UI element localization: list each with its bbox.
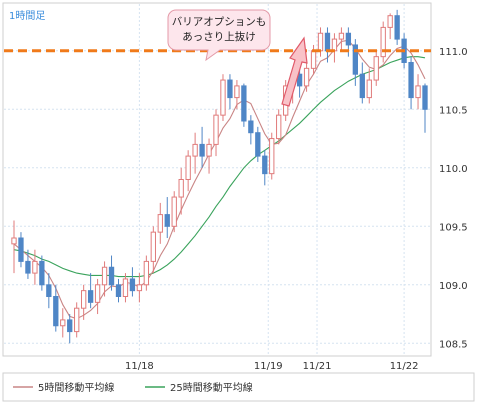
candle <box>262 150 268 186</box>
candle <box>255 126 261 162</box>
candle <box>380 21 386 63</box>
x-tick-label: 11/21 <box>303 361 332 372</box>
candle <box>143 255 150 291</box>
candle <box>115 278 122 303</box>
candle <box>32 249 38 285</box>
candle <box>394 9 400 45</box>
candle <box>213 109 219 157</box>
candle <box>101 261 108 297</box>
candle <box>136 273 143 303</box>
ma25-line <box>13 56 426 278</box>
candle <box>373 50 379 86</box>
y-tick-label: 108.5 <box>439 339 468 350</box>
candle <box>303 62 310 92</box>
candle <box>352 39 358 86</box>
y-tick-label: 109.5 <box>439 222 468 233</box>
candle <box>157 202 163 244</box>
candle <box>206 138 212 174</box>
timeframe-label: 1時間足 <box>9 10 45 22</box>
x-tick-label: 11/22 <box>390 361 419 372</box>
candle <box>220 74 226 121</box>
candle <box>248 115 254 145</box>
plot-area <box>2 2 432 357</box>
candle <box>108 255 115 291</box>
candle <box>25 249 31 279</box>
candle <box>87 273 94 309</box>
candle <box>241 83 247 127</box>
legend-ma25-label: 25時間移動平均線 <box>170 381 253 394</box>
candle <box>199 126 205 168</box>
candle <box>192 132 198 174</box>
candle <box>227 74 233 110</box>
candle <box>60 308 66 338</box>
y-tick-label: 110.0 <box>439 164 468 175</box>
candle <box>129 267 136 297</box>
candle <box>11 220 17 274</box>
candle <box>46 273 52 309</box>
candle <box>122 273 129 303</box>
candle <box>150 226 156 274</box>
candle <box>53 284 59 332</box>
candle <box>178 167 184 215</box>
legend-box <box>2 372 475 402</box>
y-tick-label: 109.0 <box>439 281 468 292</box>
y-tick-label: 110.5 <box>439 105 468 116</box>
x-tick-label: 11/19 <box>254 361 283 372</box>
candle <box>234 80 240 110</box>
candle <box>276 109 282 145</box>
candle <box>366 68 372 104</box>
candle <box>422 83 428 133</box>
candle <box>359 62 365 104</box>
annotation-text: あっさり上抜け <box>182 30 256 43</box>
breakout-arrow <box>281 36 308 107</box>
candle <box>39 255 45 291</box>
candle <box>185 150 191 192</box>
candle <box>408 56 414 110</box>
y-tick-label: 111.0 <box>439 47 468 58</box>
candle <box>94 278 101 315</box>
candle <box>67 314 73 344</box>
candle <box>74 302 80 338</box>
annotation-callout <box>167 9 271 62</box>
candle <box>415 74 421 110</box>
candle <box>81 284 87 320</box>
candle <box>18 232 24 268</box>
annotation-text: バリアオプションも <box>172 16 267 28</box>
candle <box>338 27 345 51</box>
candle <box>387 13 393 40</box>
x-tick-label: 11/18 <box>125 361 154 372</box>
legend-ma5-label: 5時間移動平均線 <box>38 381 114 394</box>
candle <box>164 197 170 238</box>
candle <box>269 132 275 180</box>
candle <box>171 191 177 233</box>
